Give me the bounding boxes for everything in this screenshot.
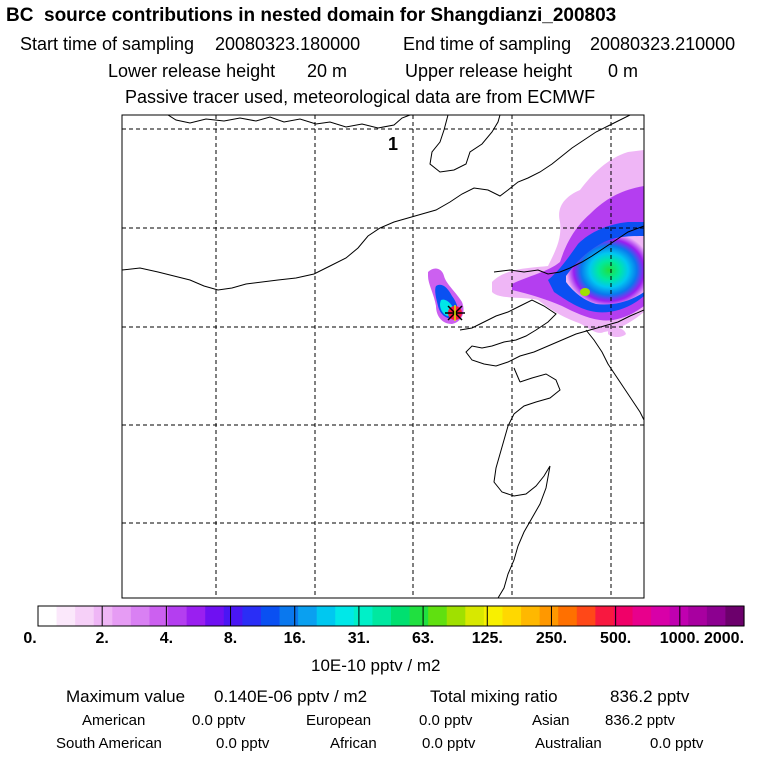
lat-lon-grid bbox=[122, 115, 644, 598]
colorbar-cell bbox=[428, 606, 448, 626]
colorbar-tick-label: 16. bbox=[283, 630, 306, 647]
start-time-value: 20080323.180000 bbox=[215, 34, 361, 54]
max-value-label: Maximum value bbox=[66, 687, 186, 706]
map-area bbox=[122, 115, 644, 598]
colorbar-tick-label: 2. bbox=[95, 630, 109, 647]
colorbar-tick-label: 2000. bbox=[703, 630, 745, 647]
asian-value: 836.2 pptv bbox=[605, 712, 676, 729]
colorbar-cell bbox=[149, 606, 169, 626]
colorbar-cell bbox=[316, 606, 336, 626]
colorbar-cell bbox=[130, 606, 151, 626]
colorbar-cell bbox=[539, 606, 559, 626]
colorbar-cell bbox=[465, 606, 485, 626]
colorbar-cell bbox=[353, 606, 374, 626]
colorbar-tick-label: 125. bbox=[471, 630, 503, 647]
colorbar-cell bbox=[595, 606, 615, 626]
colorbar bbox=[37, 605, 745, 627]
colorbar-tick-label: 63. bbox=[411, 630, 435, 647]
total-mixing-value: 836.2 pptv bbox=[610, 687, 690, 706]
colorbar-cell bbox=[112, 606, 132, 626]
colorbar-cell bbox=[725, 606, 745, 626]
plot-title: BC source contributions in nested domain… bbox=[6, 5, 617, 26]
south-american-label: South American bbox=[56, 735, 162, 752]
african-label: African bbox=[330, 735, 377, 752]
colorbar-cell bbox=[391, 606, 411, 626]
asian-label: Asian bbox=[532, 712, 570, 729]
colorbar-cell bbox=[706, 606, 727, 626]
colorbar-cell bbox=[483, 606, 504, 626]
colorbar-tick-label: 0. bbox=[23, 630, 37, 647]
colorbar-cell bbox=[521, 606, 541, 626]
upper-release-label: Upper release height bbox=[405, 61, 573, 81]
colorbar-cell bbox=[242, 606, 262, 626]
end-time-value: 20080323.210000 bbox=[590, 34, 736, 54]
start-time-label: Start time of sampling bbox=[20, 34, 195, 54]
colorbar-cell bbox=[279, 606, 299, 626]
colorbar-cell bbox=[186, 606, 206, 626]
american-label: American bbox=[82, 712, 146, 729]
colorbar-cell bbox=[669, 606, 689, 626]
american-value: 0.0 pptv bbox=[192, 712, 246, 729]
colorbar-tick-label: 8. bbox=[223, 630, 238, 647]
colorbar-tick-label: 1000. bbox=[659, 630, 700, 647]
receptor-marker-icon bbox=[445, 305, 465, 321]
coastlines bbox=[122, 115, 644, 598]
colorbar-units: 10E-10 pptv / m2 bbox=[311, 656, 441, 675]
colorbar-cell bbox=[168, 606, 188, 626]
colorbar-cell bbox=[613, 606, 634, 626]
lower-release-value: 20 m bbox=[307, 61, 348, 81]
colorbar-cell bbox=[75, 606, 95, 626]
max-value: 0.140E-06 pptv / m2 bbox=[214, 687, 368, 706]
map-label: 1 bbox=[388, 134, 398, 154]
european-label: European bbox=[306, 712, 372, 729]
australian-value: 0.0 pptv bbox=[650, 735, 704, 752]
colorbar-cell bbox=[335, 606, 355, 626]
colorbar-cell bbox=[688, 606, 708, 626]
colorbar-cell bbox=[651, 606, 671, 626]
colorbar-cell bbox=[409, 606, 429, 626]
map-frame bbox=[121, 114, 645, 599]
lower-release-label: Lower release height bbox=[108, 61, 276, 81]
end-time-label: End time of sampling bbox=[403, 34, 572, 54]
total-mixing-label: Total mixing ratio bbox=[430, 687, 558, 706]
colorbar-cell bbox=[372, 606, 392, 626]
european-value: 0.0 pptv bbox=[419, 712, 473, 729]
colorbar-cell bbox=[260, 606, 281, 626]
colorbar-tick-label: 4. bbox=[159, 630, 174, 647]
colorbar-tick-label: 31. bbox=[347, 630, 371, 647]
colorbar-cell bbox=[576, 606, 596, 626]
colorbar-tick-label: 500. bbox=[600, 630, 632, 647]
colorbar-cell bbox=[56, 606, 76, 626]
colorbar-cell bbox=[223, 606, 243, 626]
colorbar-cell bbox=[632, 606, 652, 626]
tracer-note: Passive tracer used, meteorological data… bbox=[125, 87, 596, 107]
colorbar-cell bbox=[502, 606, 522, 626]
colorbar-cell bbox=[93, 606, 113, 626]
colorbar-cell bbox=[38, 606, 58, 626]
colorbar-cell bbox=[446, 606, 466, 626]
african-value: 0.0 pptv bbox=[422, 735, 476, 752]
upper-release-value: 0 m bbox=[608, 61, 639, 81]
colorbar-cell bbox=[558, 606, 578, 626]
colorbar-cell bbox=[298, 606, 318, 626]
australian-label: Australian bbox=[535, 735, 602, 752]
colorbar-tick-label: 250. bbox=[535, 630, 568, 647]
colorbar-cell bbox=[205, 606, 225, 626]
south-american-value: 0.0 pptv bbox=[216, 735, 270, 752]
